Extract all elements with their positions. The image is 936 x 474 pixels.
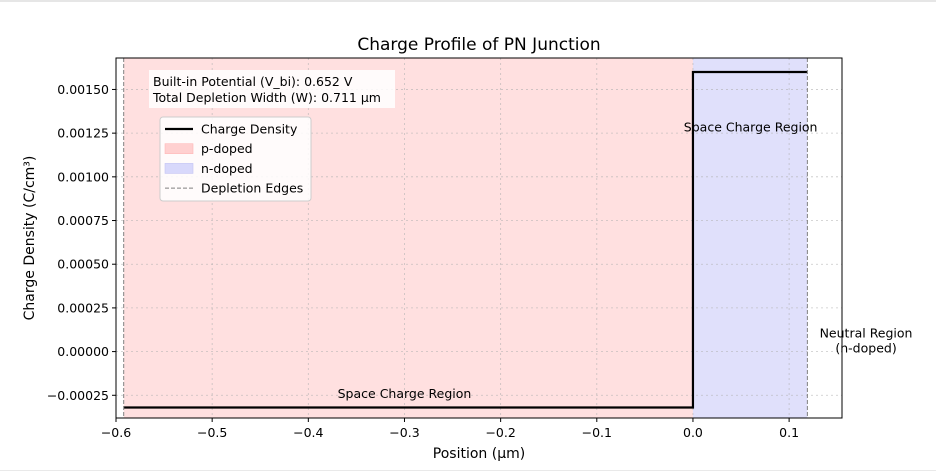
depletion-width-text: Total Depletion Width (W): 0.711 μm [152,90,381,105]
y-axis-label: Charge Density (C/cm³) [22,156,38,321]
chart-title: Charge Profile of PN Junction [357,35,600,55]
y-tick-label: 0.00000 [57,344,109,359]
y-tick-label: 0.00100 [57,169,109,184]
y-tick-label: 0.00025 [57,300,109,315]
p-doped-region [123,58,693,418]
y-tick-label: 0.00125 [57,126,109,141]
x-tick-label: −0.6 [101,425,131,440]
window-top-border [0,0,936,2]
legend-entry-label: p-doped [201,141,253,156]
legend-patch-swatch [164,163,194,174]
region-annotation: Space Charge Region [684,119,818,134]
x-tick-label: −0.1 [582,425,612,440]
info-box: Built-in Potential (V_bi): 0.652 V Total… [149,70,395,108]
legend: Charge Density p-doped n-doped Depletion Ed… [159,116,312,202]
y-tick-label: 0.00050 [57,257,109,272]
region-annotation: (n-doped) [835,341,896,356]
n-doped-region [692,58,808,418]
charge-density-line [123,70,808,409]
y-tick-label: 0.00075 [57,213,109,228]
x-tick-label: −0.3 [389,425,419,440]
x-tick-label: 0.1 [779,425,799,440]
x-axis-label: Position (μm) [433,446,525,462]
legend-patch-swatch [164,143,194,154]
y-tick-label: −0.00025 [47,388,109,403]
x-tick-label: −0.5 [197,425,227,440]
region-annotation: Space Charge Region [338,386,472,401]
legend-frame [159,116,312,202]
built-in-potential-text: Built-in Potential (V_bi): 0.652 V [153,74,353,89]
plot-area-frame [115,57,843,419]
window-bottom-border [0,470,936,471]
y-tick-label: 0.00150 [57,82,109,97]
legend-entry-label: Charge Density [201,122,298,137]
x-tick-label: 0.0 [683,425,703,440]
region-annotation: Neutral Region [820,326,913,341]
x-tick-label: −0.2 [485,425,515,440]
legend-entry-label: n-doped [201,161,253,176]
x-tick-label: −0.4 [293,425,323,440]
legend-entry-label: Depletion Edges [201,181,303,196]
